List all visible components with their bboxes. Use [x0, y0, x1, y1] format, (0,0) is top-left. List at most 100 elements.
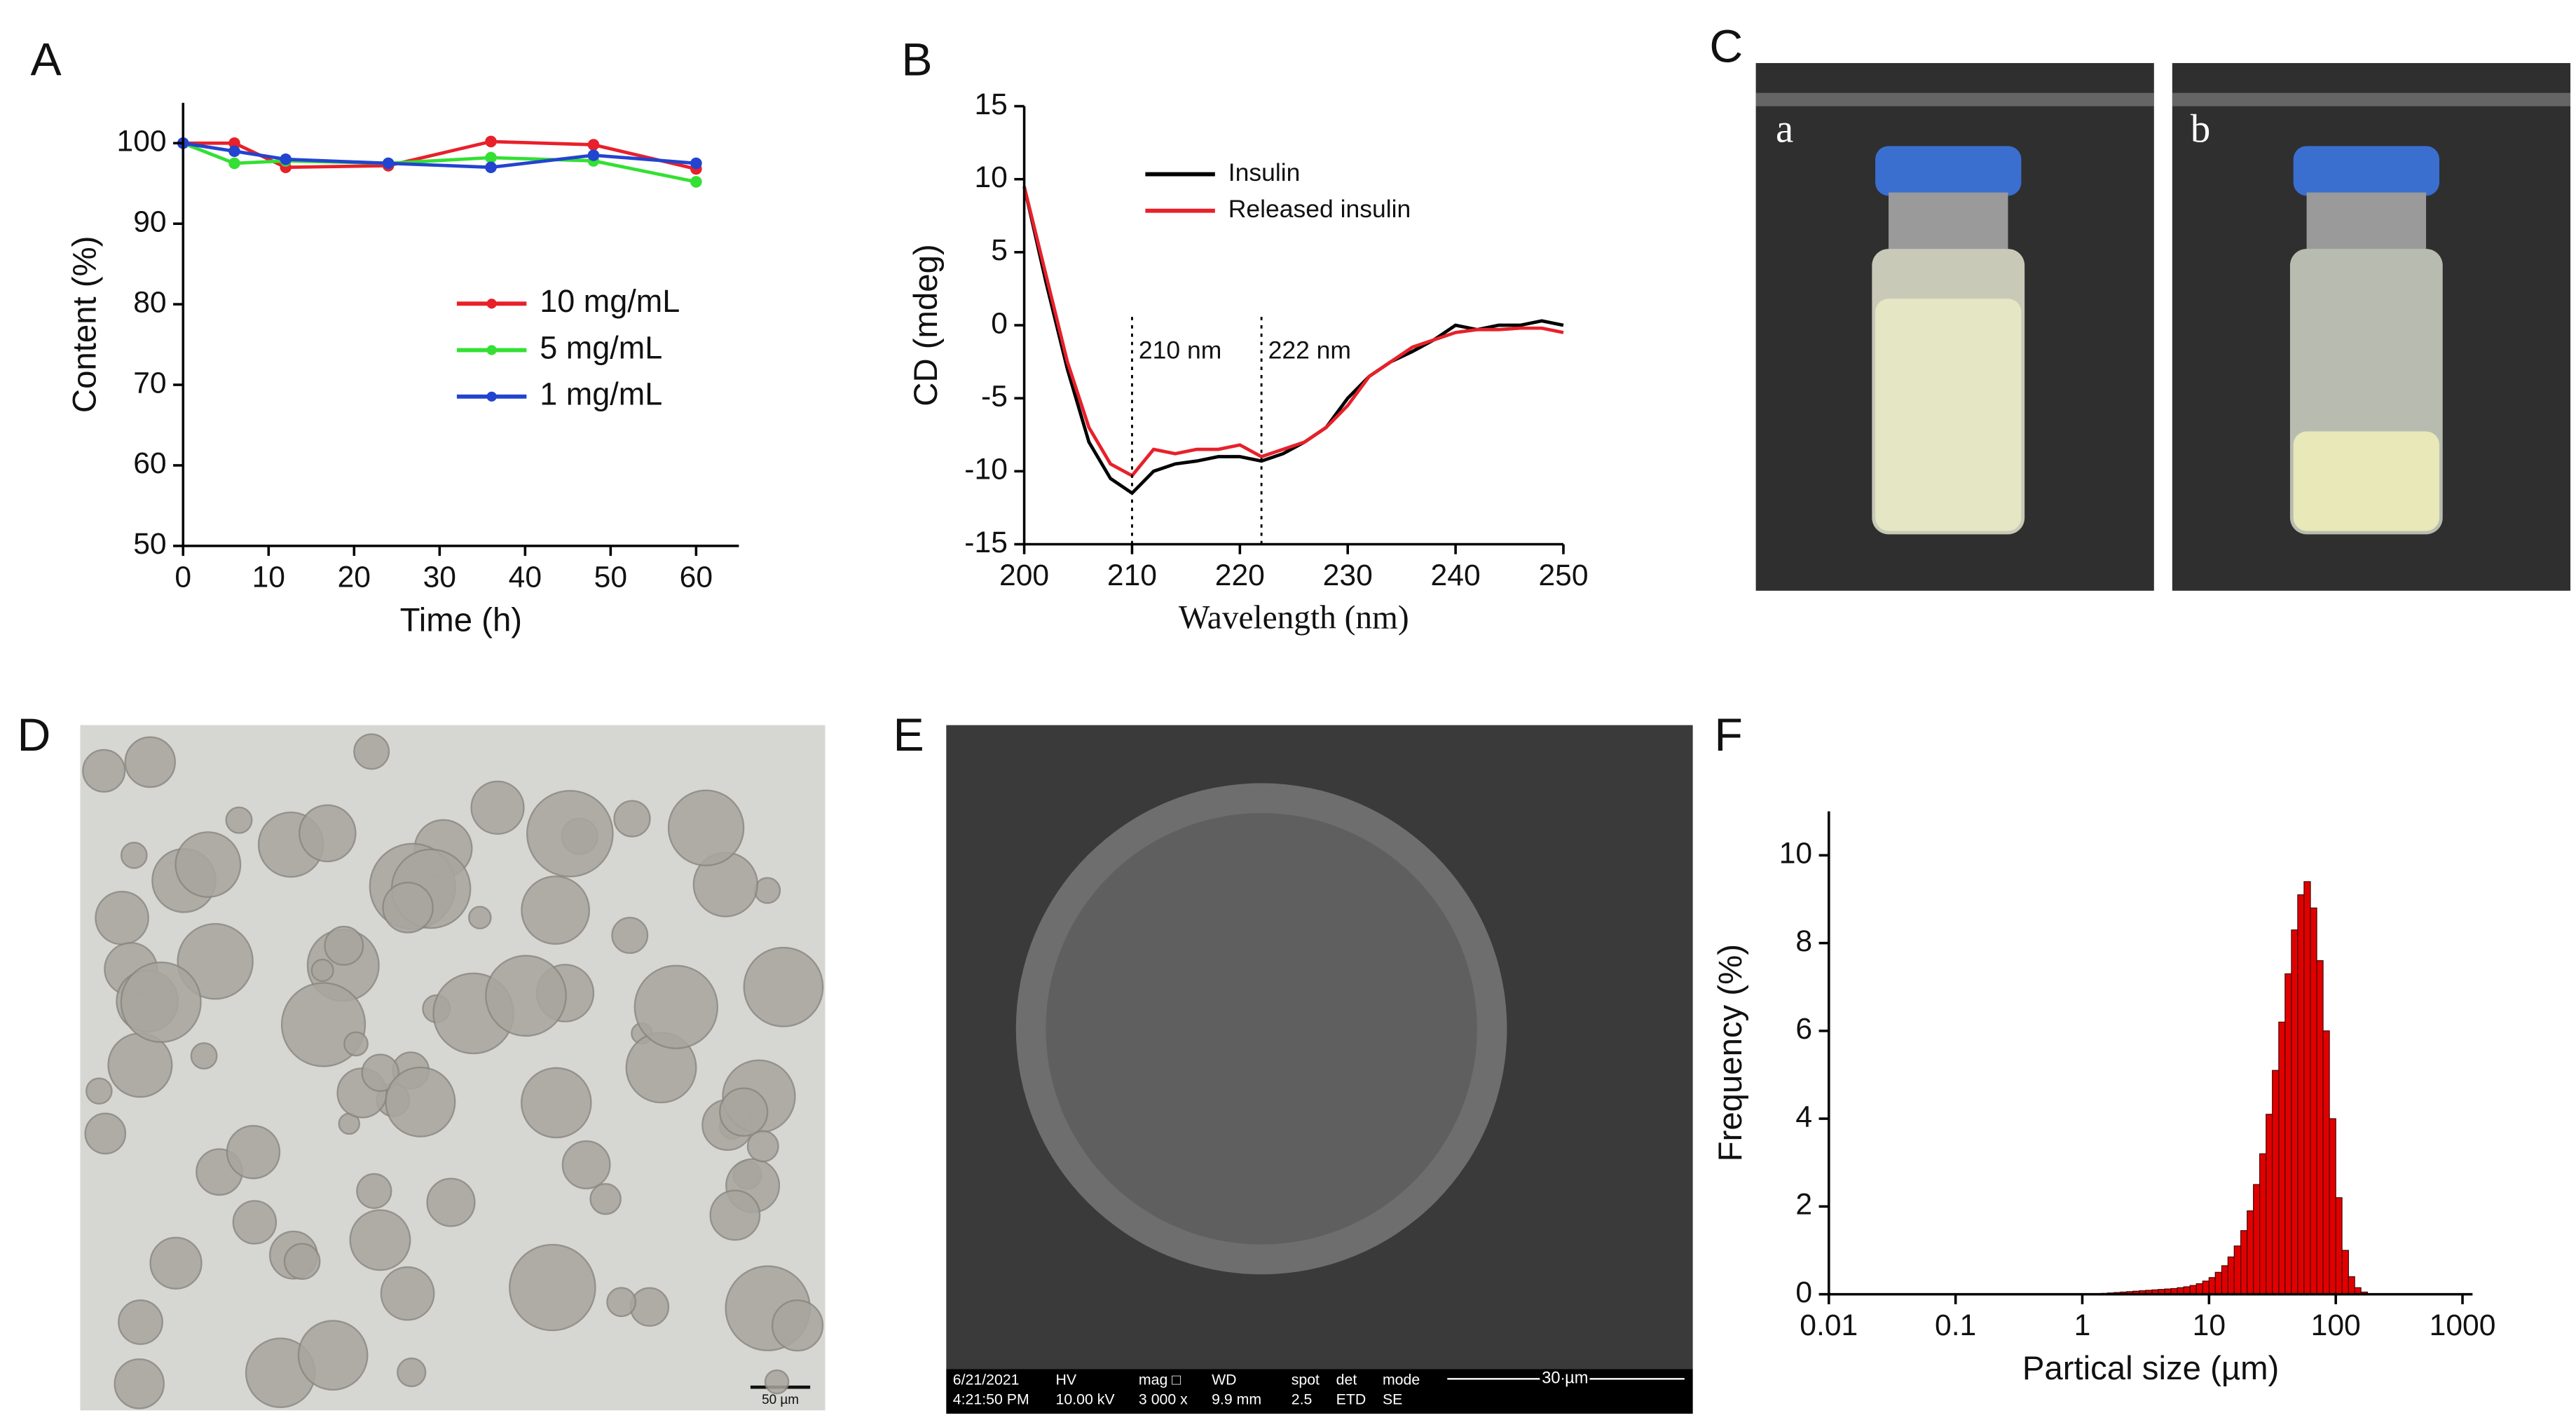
info-text: WD: [1212, 1371, 1236, 1388]
x-axis-label: Partical size (µm): [2022, 1350, 2280, 1387]
scale-bar-label: 30 µm: [1542, 1370, 1588, 1388]
bar: [2291, 929, 2298, 1295]
marker: [228, 137, 240, 149]
microsphere: [85, 1077, 113, 1105]
marker: [690, 176, 702, 188]
marker: [587, 149, 600, 161]
y-tick-label: -5: [981, 379, 1008, 413]
microsphere: [521, 875, 590, 945]
bar: [2253, 1184, 2261, 1295]
info-text: 9.9 mm: [1212, 1391, 1261, 1408]
photo-d: 50 µm: [80, 725, 825, 1411]
microsphere: [380, 1266, 435, 1321]
bar: [2297, 894, 2305, 1295]
marker: [228, 157, 240, 170]
y-axis-label: CD (mdeg): [907, 244, 945, 406]
microsphere: [361, 1053, 400, 1092]
marker: [280, 153, 292, 165]
info-bar: [946, 1369, 1693, 1414]
microsphere: [343, 1031, 369, 1057]
microsphere: [190, 1042, 218, 1070]
microsphere: [95, 890, 149, 945]
bar: [2240, 1230, 2248, 1295]
panel-label: B: [901, 34, 932, 86]
y-tick-label: 80: [133, 285, 166, 319]
microsphere: [349, 1209, 411, 1271]
marker: [485, 161, 497, 174]
marker: [485, 151, 497, 164]
bar: [2233, 1245, 2242, 1295]
x-tick-label: 40: [509, 560, 542, 594]
bar: [2227, 1256, 2235, 1295]
microsphere: [299, 804, 357, 863]
microsphere: [82, 749, 126, 793]
microsphere: [149, 1236, 203, 1290]
bar: [2303, 881, 2311, 1295]
y-tick-label: 0: [1795, 1276, 1812, 1309]
microsphere: [709, 1189, 761, 1241]
particle-pores: [1046, 813, 1477, 1245]
microsphere: [629, 1287, 670, 1327]
microsphere: [509, 1243, 596, 1332]
photo-label: a: [1776, 107, 1793, 151]
series-line: [1022, 186, 1564, 478]
x-tick-label: 220: [1215, 559, 1265, 592]
microsphere: [468, 906, 492, 929]
y-tick-label: 50: [133, 527, 166, 561]
microsphere: [606, 1287, 637, 1318]
info-text: HV: [1056, 1371, 1077, 1388]
annotation-label: 222 nm: [1268, 336, 1351, 364]
microsphere: [124, 736, 176, 788]
x-tick-label: 30: [423, 560, 456, 594]
microsphere: [764, 1369, 790, 1395]
microsphere: [611, 917, 649, 954]
y-axis-label: Content (%): [66, 236, 103, 414]
microsphere: [382, 882, 434, 934]
bar: [2247, 1210, 2254, 1295]
microsphere: [232, 1200, 278, 1245]
microsphere: [589, 1182, 622, 1215]
microsphere: [526, 790, 614, 878]
y-tick-label: 60: [133, 446, 166, 480]
marker: [485, 135, 497, 148]
panel-label: E: [893, 709, 924, 761]
marker: [228, 145, 240, 158]
y-tick-label: 4: [1795, 1100, 1812, 1133]
microsphere: [633, 964, 718, 1049]
microsphere: [521, 1067, 592, 1139]
microsphere: [667, 789, 745, 867]
reflection: [1755, 93, 2154, 107]
microsphere: [118, 1299, 163, 1345]
microsphere: [561, 1140, 611, 1189]
bar: [2310, 907, 2317, 1295]
x-tick-label: 1: [2074, 1309, 2091, 1342]
microsphere: [226, 1125, 281, 1180]
photo-e: 6/21/2021 4:21:50 PM HV 10.00 kV mag □ 3 000 …: [946, 725, 1693, 1414]
x-tick-label: 60: [680, 560, 713, 594]
y-tick-label: -10: [964, 453, 1008, 486]
y-tick-label: 100: [117, 124, 167, 158]
microsphere: [753, 877, 781, 904]
microsphere: [771, 1299, 824, 1352]
legend-marker: [486, 345, 497, 355]
microsphere: [297, 1320, 369, 1391]
microsphere: [353, 733, 390, 770]
annotation-label: 210 nm: [1139, 336, 1221, 364]
microsphere: [174, 831, 242, 898]
legend-marker: [486, 391, 497, 402]
info-text: ETD: [1336, 1391, 1366, 1408]
info-text: mode: [1383, 1371, 1420, 1388]
marker: [690, 157, 702, 170]
microsphere: [613, 800, 651, 838]
y-axis-label: Frequency (%): [1712, 944, 1749, 1161]
bar: [2259, 1153, 2267, 1295]
info-text: 3 000 x: [1139, 1391, 1188, 1408]
microsphere: [743, 946, 824, 1027]
bar: [2316, 960, 2324, 1295]
bar: [2221, 1265, 2228, 1295]
panel-label: F: [1714, 709, 1742, 761]
panel-label: C: [1709, 21, 1743, 73]
microsphere: [114, 1358, 165, 1409]
x-tick-label: 250: [1538, 559, 1588, 592]
panel-label: D: [18, 709, 51, 761]
